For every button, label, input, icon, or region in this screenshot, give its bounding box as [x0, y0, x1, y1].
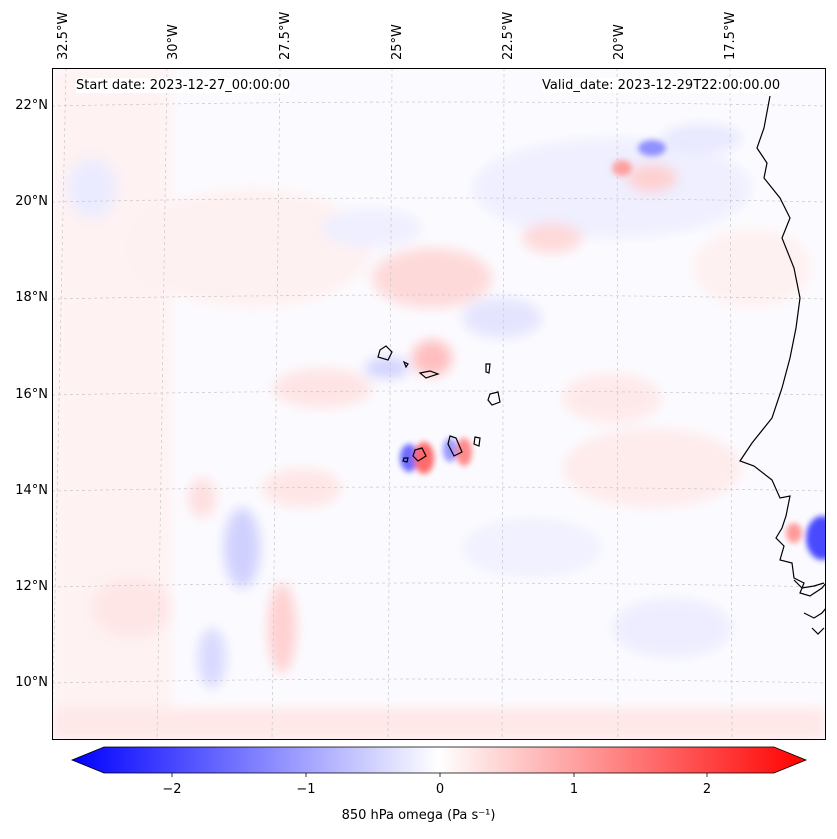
sal-island	[485, 363, 491, 374]
colorbar-tick-2: 2	[702, 782, 712, 797]
lat-label-12n: 12°N	[15, 579, 48, 594]
map-panel	[52, 68, 826, 740]
lon-label-30w: 30°W	[166, 24, 181, 60]
sao-vicente-island	[402, 360, 409, 369]
lat-label-22n: 22°N	[15, 98, 48, 113]
lat-label-16n: 16°N	[15, 387, 48, 402]
omega-field	[52, 68, 826, 740]
maio-island	[473, 436, 481, 447]
lon-label-17.5w: 17.5°W	[723, 11, 738, 60]
africa-coastline	[739, 95, 826, 597]
colorbar-label: 850 hPa omega (Pa s⁻¹)	[341, 808, 496, 823]
colorbar	[70, 746, 808, 777]
sao-nicolau-island	[418, 370, 440, 379]
colorbar-tick-1: 1	[569, 782, 579, 797]
lon-label-20w: 20°W	[612, 24, 627, 60]
lat-label-20n: 20°N	[15, 194, 48, 209]
lat-label-10n: 10°N	[15, 675, 48, 690]
valid-date-label: Valid_date: 2023-12-29T22:00:00.00	[542, 78, 781, 93]
coastlines	[377, 95, 826, 635]
fogo-island	[412, 447, 427, 462]
colorbar-tick-0: 0	[435, 782, 445, 797]
lon-label-32.5w: 32.5°W	[56, 11, 71, 60]
graticule	[52, 68, 826, 740]
lat-label-14n: 14°N	[15, 483, 48, 498]
santiago-island	[447, 435, 463, 457]
santo-antao-island	[377, 345, 393, 361]
brava-island	[402, 457, 409, 463]
boa-vista-island	[487, 391, 501, 406]
lon-label-27.5w: 27.5°W	[278, 11, 293, 60]
start-date-label: Start date: 2023-12-27_00:00:00	[76, 78, 291, 93]
colorbar-tick-neg1: −1	[296, 782, 316, 797]
lon-label-22.5w: 22.5°W	[501, 11, 516, 60]
lat-label-18n: 18°N	[15, 290, 48, 305]
colorbar-tick-neg2: −2	[162, 782, 182, 797]
lon-label-25w: 25°W	[390, 24, 405, 60]
